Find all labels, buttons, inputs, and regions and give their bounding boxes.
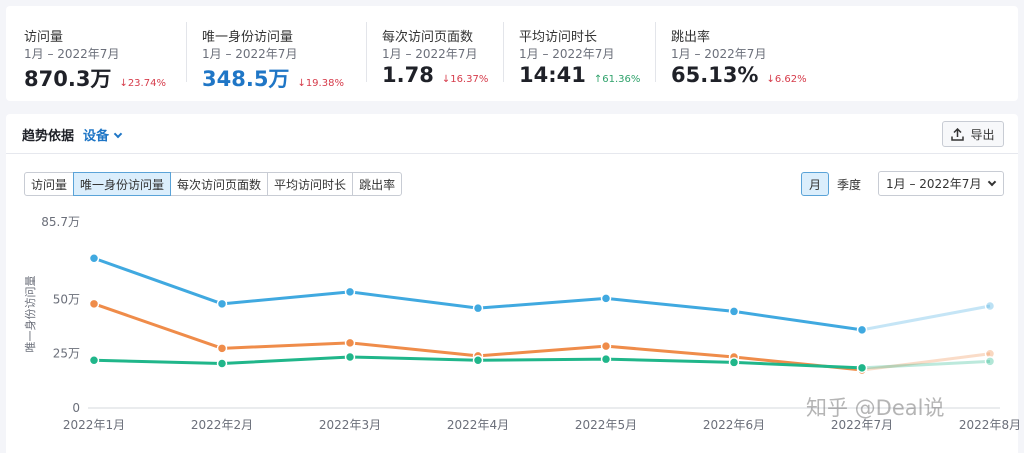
y-tick-label: 85.7万 (41, 215, 80, 229)
metric-change: ↑61.36% (593, 74, 641, 85)
trend-by-label: 趋势依据 (22, 129, 75, 144)
series-projection-line-1 (861, 352, 991, 372)
y-tick-label: 50万 (53, 292, 80, 306)
data-point (88, 298, 100, 310)
metric-change: ↓6.62% (766, 74, 807, 85)
data-point (600, 353, 612, 365)
data-point (984, 356, 996, 367)
trend-panel: 趋势依据 设备 导出 访问量 唯一身份访问量 每次访问页面数 平均访问时长 跳出… (6, 114, 1018, 453)
watermark-text: 知乎 @Deal说 (806, 396, 945, 420)
upload-icon (951, 127, 965, 141)
tab-visits[interactable]: 访问量 (24, 172, 75, 196)
export-button[interactable]: 导出 (942, 121, 1004, 147)
series-projection-line-0 (861, 304, 991, 332)
x-tick-label: 2022年8月 (959, 418, 1021, 432)
data-point (472, 355, 484, 366)
x-tick-label: 2022年5月 (575, 418, 637, 432)
metric-title: 访问量 (24, 30, 64, 45)
granularity-toggle: 月 季度 (801, 172, 869, 196)
data-point (88, 252, 100, 264)
data-point (984, 348, 996, 359)
metrics-summary: 访问量 1月 – 2022年7月 870.3万 ↓23.74% 唯一身份访问量 … (6, 6, 1018, 101)
granularity-quarter-button[interactable]: 季度 (837, 177, 862, 192)
device-dropdown[interactable]: 设备 (83, 125, 123, 144)
data-point (728, 357, 740, 368)
metric-period: 1月 – 2022年7月 (671, 47, 767, 61)
data-point (600, 340, 612, 352)
tab-pages-per-visit[interactable]: 每次访问页面数 (170, 172, 269, 196)
export-label: 导出 (970, 127, 995, 142)
metric-value: 65.13% (671, 63, 759, 87)
x-tick-label: 2022年1月 (63, 418, 125, 432)
granularity-month-button[interactable]: 月 (801, 172, 830, 196)
data-point (344, 351, 356, 363)
tab-avg-duration[interactable]: 平均访问时长 (267, 172, 354, 196)
data-point (856, 362, 868, 374)
y-tick-label: 0 (72, 401, 80, 415)
chevron-down-icon (113, 129, 123, 139)
x-tick-label: 2022年7月 (831, 418, 893, 432)
metric-title: 唯一身份访问量 (202, 30, 294, 45)
x-tick-label: 2022年2月 (191, 418, 253, 432)
metric-title: 平均访问时长 (519, 30, 598, 45)
data-point (88, 355, 100, 366)
tab-unique-visits[interactable]: 唯一身份访问量 (73, 172, 172, 196)
y-tick-label: 25万 (53, 347, 80, 361)
chevron-down-icon (987, 177, 997, 187)
metric-value: 1.78 (382, 63, 434, 87)
date-range-select[interactable]: 1月 – 2022年7月 (878, 171, 1004, 196)
metric-title: 跳出率 (671, 30, 711, 45)
tab-bounce-rate[interactable]: 跳出率 (352, 172, 403, 196)
trend-line-chart: 0 25万 50万 85.7万 2022年1月 2022年2月 2022年3月 2022年4月… (23, 215, 1021, 432)
metric-value: 14:41 (519, 63, 586, 87)
series-line-0 (93, 256, 863, 332)
data-point (856, 324, 868, 336)
device-label: 设备 (83, 129, 110, 144)
metric-title: 每次访问页面数 (382, 30, 474, 45)
data-point (472, 302, 484, 314)
x-tick-label: 2022年6月 (703, 418, 765, 432)
metric-period: 1月 – 2022年7月 (202, 47, 298, 61)
data-point (216, 358, 228, 369)
metric-period: 1月 – 2022年7月 (519, 47, 615, 61)
data-point (216, 298, 228, 310)
metric-period: 1月 – 2022年7月 (382, 47, 478, 61)
data-point (984, 300, 996, 312)
metric-value: 348.5万 (202, 67, 290, 91)
metric-tabs: 访问量 唯一身份访问量 每次访问页面数 平均访问时长 跳出率 (24, 172, 403, 196)
metric-change: ↓16.37% (441, 74, 489, 85)
metric-value: 870.3万 (24, 67, 112, 91)
data-point (600, 293, 612, 304)
x-tick-label: 2022年4月 (447, 418, 509, 432)
data-point (216, 343, 228, 354)
series-projection-line-2 (861, 359, 991, 370)
metric-change: ↓19.38% (297, 78, 344, 89)
x-tick-label: 2022年3月 (319, 418, 381, 432)
date-range-value: 1月 – 2022年7月 (886, 177, 982, 191)
data-point (344, 337, 356, 349)
data-point (344, 286, 356, 298)
metric-period: 1月 – 2022年7月 (24, 47, 120, 61)
data-point (728, 306, 740, 317)
metric-change: ↓23.74% (119, 78, 166, 89)
panel-header: 趋势依据 设备 导出 (6, 114, 1018, 154)
y-axis-label: 唯一身份访问量 (23, 276, 37, 353)
